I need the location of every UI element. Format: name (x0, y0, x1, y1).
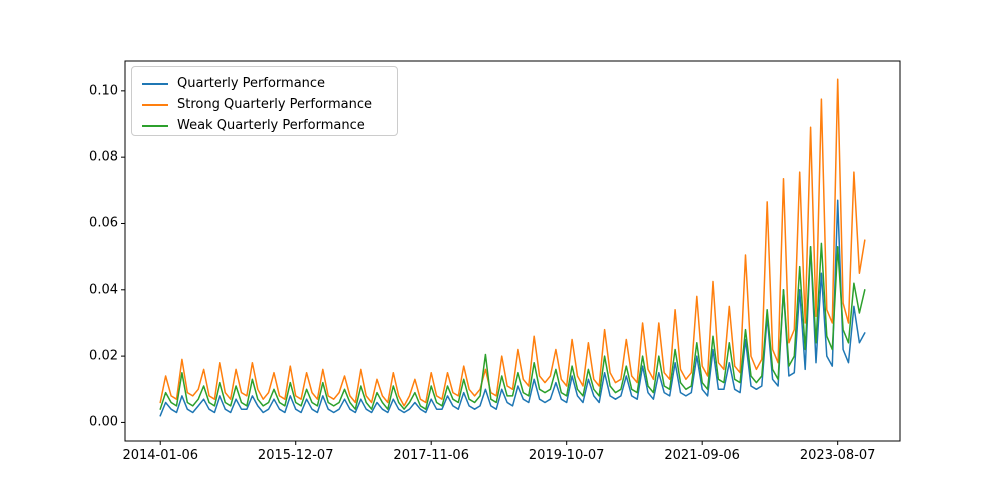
legend-item-strong-quarterly-performance: Strong Quarterly Performance (142, 94, 387, 115)
legend-label: Strong Quarterly Performance (177, 97, 373, 112)
legend-line-swatch-green (142, 124, 168, 127)
x-tick-label: 2019-10-07 (528, 448, 605, 463)
y-tick-label: 0.10 (89, 83, 118, 99)
y-tick-label: 0.02 (89, 348, 118, 364)
series-line-weak-quarterly-performance (159, 242, 866, 410)
y-tick-label: 0.06 (89, 215, 118, 231)
x-tick-label: 2014-01-06 (122, 448, 198, 463)
series-line-strong-quarterly-performance (159, 78, 866, 407)
y-axis-ticks (121, 90, 125, 423)
legend-line-swatch-orange (142, 103, 168, 106)
x-tick-label: 2023-08-07 (799, 448, 876, 463)
y-tick-label: 0.00 (89, 414, 118, 430)
x-tick-label: 2017-11-06 (393, 448, 469, 463)
x-tick-label: 2021-09-06 (664, 448, 740, 463)
legend-item-weak-quarterly-performance: Weak Quarterly Performance (142, 115, 387, 136)
legend-label: Quarterly Performance (177, 76, 326, 91)
x-tick-label: 2015-12-07 (257, 448, 334, 463)
legend-item-quarterly-performance: Quarterly Performance (142, 73, 387, 94)
legend-line-swatch-blue (142, 82, 168, 85)
y-tick-label: 0.08 (89, 149, 118, 165)
legend: Quarterly Performance Strong Quarterly P… (131, 66, 398, 136)
legend-label: Weak Quarterly Performance (177, 118, 365, 133)
x-axis-ticks (159, 441, 839, 445)
series-lines-group (159, 78, 866, 417)
series-line-quarterly-performance (159, 199, 866, 417)
y-tick-label: 0.04 (89, 282, 118, 298)
